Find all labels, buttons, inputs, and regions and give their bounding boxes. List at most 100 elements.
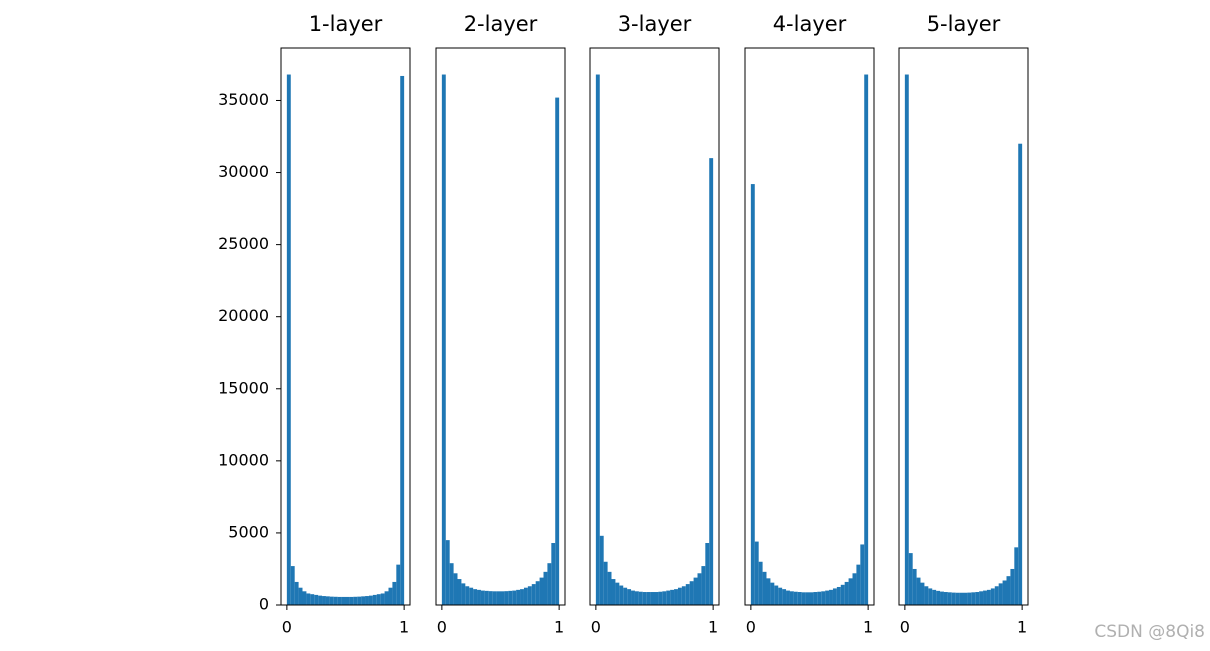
y-tick-label: 10000 [218,450,269,469]
bar [286,74,291,606]
bar [971,592,976,605]
bar [860,544,865,605]
bar [693,577,698,605]
bar [619,585,624,605]
bar [650,592,655,605]
bar [469,587,474,605]
bar [449,563,454,605]
bar [986,589,991,605]
bar [967,592,972,605]
bar [310,594,315,605]
bar [912,568,917,605]
bar [607,571,612,605]
bar [770,582,775,605]
bar [599,535,604,605]
bar [595,74,600,606]
bar [302,591,307,605]
bar [979,591,984,605]
bar [531,584,536,605]
bar [754,541,759,605]
bar [400,75,405,605]
bar [445,540,450,605]
bar [368,595,373,605]
bar [477,589,481,605]
bar [685,584,690,605]
panel-title: 2-layer [464,12,538,36]
bar [990,588,995,605]
bar [758,561,763,605]
bar [1018,143,1023,605]
bar [994,586,999,605]
bar [298,587,303,605]
bar [349,596,354,605]
bar [318,595,323,605]
bar [998,583,1003,605]
y-tick-label: 0 [259,595,269,614]
bar [329,596,334,605]
bar [852,573,857,605]
bar [1006,576,1011,605]
bar [341,596,346,605]
bar [959,592,964,605]
bar [523,587,528,605]
bar [480,590,485,605]
bar [492,591,497,605]
x-tick-label: 1 [554,618,564,637]
bar [940,591,944,605]
bar [357,596,362,605]
bar [646,592,651,605]
bar [778,587,783,605]
bar [774,585,779,605]
axes-frame [435,47,566,606]
bar [372,594,377,605]
bar [325,596,330,605]
bar [1010,568,1015,605]
panel-title: 3-layer [618,12,692,36]
bar [290,566,295,605]
bar [928,588,933,605]
bar [705,543,710,605]
bar [924,586,929,605]
x-tick-label: 1 [708,618,718,637]
bar [396,564,401,605]
bar [809,592,814,605]
x-tick-label: 0 [282,618,292,637]
x-tick-label: 1 [1017,618,1027,637]
bar [793,591,798,605]
bar [670,589,675,605]
bar [789,591,794,605]
bar [920,582,925,605]
bar [955,592,960,605]
y-tick-label: 35000 [218,90,269,109]
bar [936,590,941,605]
axes-frame [589,47,720,606]
bar [801,592,806,605]
bar [453,573,458,605]
bar [658,591,663,605]
bar [345,596,350,605]
bar [306,593,311,605]
y-tick-label: 5000 [228,522,269,541]
bar [689,581,694,605]
bar [551,543,556,605]
bar [817,591,822,605]
axes-frame [744,47,875,606]
bar [701,566,706,605]
bar [555,97,560,606]
bar [666,590,671,605]
bar [797,592,802,605]
x-tick-label: 0 [437,618,447,637]
bar [457,579,462,605]
bar [322,596,326,605]
panel-title: 1-layer [309,12,383,36]
bar [908,553,913,605]
bar [473,589,478,605]
bar [547,563,552,605]
bar [353,596,358,605]
bar [388,587,393,605]
bar [864,74,869,606]
bar [766,578,771,605]
watermark: CSDN @8Qi8 [1094,622,1205,642]
axes-frame [280,47,411,606]
